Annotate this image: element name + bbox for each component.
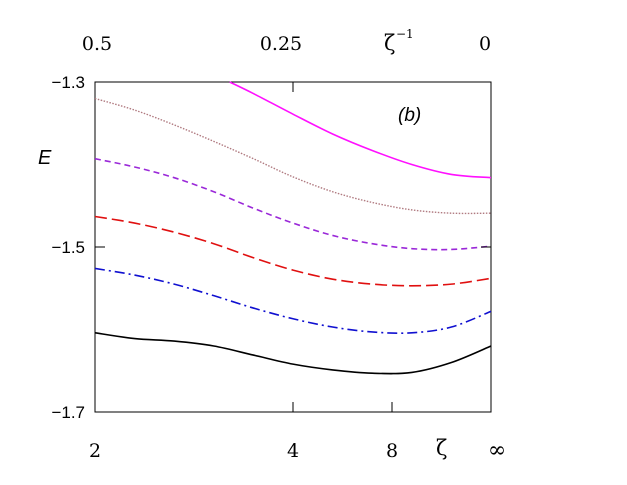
plot-area bbox=[94, 81, 492, 413]
x-axis-label-top: ζ bbox=[384, 31, 395, 55]
x-tick-label-bottom: 2 bbox=[89, 440, 101, 462]
series-line-3 bbox=[94, 215, 492, 287]
y-axis-label: E bbox=[38, 147, 52, 169]
x-tick-label-top: 0.5 bbox=[82, 33, 112, 55]
panel-label: (b) bbox=[398, 105, 421, 126]
y-tick-label: −1.3 bbox=[51, 73, 85, 92]
x-axis-label-top-exponent: −1 bbox=[396, 27, 414, 41]
x-tick-label-top: 0.25 bbox=[260, 33, 302, 55]
tick-layer: −1.3 −1.5 −1.72 4 8 ∞ 0.5 0.25 0 bbox=[51, 33, 506, 463]
x-tick-label-top: 0 bbox=[479, 33, 491, 55]
series-layer bbox=[94, 81, 492, 375]
y-tick-label: −1.7 bbox=[51, 403, 85, 422]
x-axis-label-bottom: ζ bbox=[436, 436, 447, 460]
series-line-1 bbox=[94, 332, 492, 375]
series-line-6 bbox=[229, 81, 492, 179]
series-line-2 bbox=[94, 267, 492, 334]
x-tick-label-bottom: ∞ bbox=[488, 438, 506, 463]
y-tick-label: −1.5 bbox=[51, 238, 85, 257]
series-line-4 bbox=[94, 157, 492, 251]
series-line-5 bbox=[94, 97, 492, 215]
x-tick-label-bottom: 4 bbox=[287, 440, 299, 462]
x-tick-label-bottom: 8 bbox=[386, 440, 398, 462]
